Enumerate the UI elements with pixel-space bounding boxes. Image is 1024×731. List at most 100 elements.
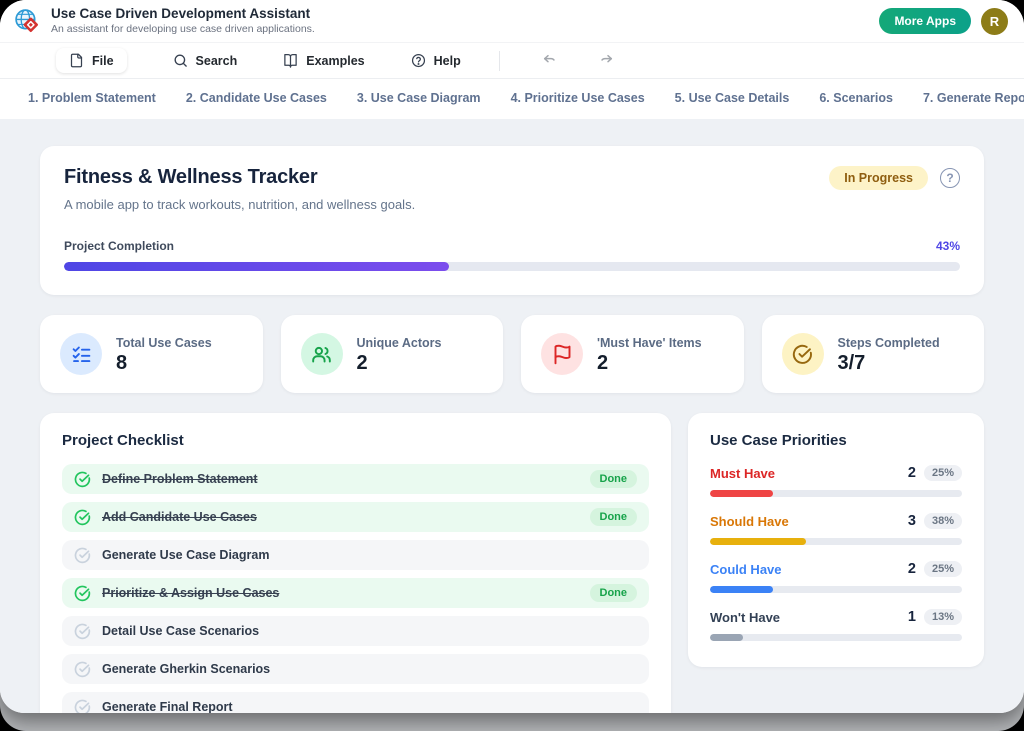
checklist-item-generate-gherkin-scenarios[interactable]: Generate Gherkin Scenarios <box>62 654 649 684</box>
priority-percent-badge: 25% <box>923 561 962 577</box>
stat-value: 2 <box>356 351 368 374</box>
priority-label: Could Have <box>710 561 782 577</box>
file-icon <box>70 53 83 68</box>
stat-steps-completed: Steps Completed 3/7 <box>761 315 984 393</box>
priority-bar-fill <box>710 490 773 497</box>
checklist-item-generate-use-case-diagram[interactable]: Generate Use Case Diagram <box>62 540 649 570</box>
app-title: Use Case Driven Development Assistant <box>51 6 311 21</box>
priority-count: 2 <box>907 561 916 577</box>
menu-search[interactable]: Search <box>173 48 238 73</box>
priority-wont-have: Won't Have 1 13% <box>710 609 962 641</box>
priority-bar <box>710 490 962 497</box>
priority-bar <box>710 634 962 641</box>
flag-icon <box>541 333 583 375</box>
redo-button[interactable] <box>594 49 618 73</box>
priority-label: Won't Have <box>710 609 781 625</box>
checklist-item-label: Define Problem Statement <box>102 472 258 486</box>
progress-percent: 43% <box>935 239 960 253</box>
check-circle-icon <box>74 699 91 713</box>
stat-label: Unique Actors <box>356 335 442 350</box>
menubar: File Search Examples Help <box>0 42 1024 79</box>
app-subtitle: An assistant for developing use case dri… <box>51 22 315 35</box>
done-badge: Done <box>589 508 637 526</box>
app-logo-icon <box>15 8 39 32</box>
priority-bar <box>710 586 962 593</box>
checklist-item-define-problem-statement[interactable]: Define Problem Statement Done <box>62 464 649 494</box>
priority-bar-fill <box>710 634 743 641</box>
stat-must-have-items: 'Must Have' Items 2 <box>521 315 744 393</box>
menu-file-label: File <box>92 53 114 68</box>
priority-percent-badge: 38% <box>923 513 962 529</box>
more-apps-button[interactable]: More Apps <box>879 8 971 34</box>
priority-could-have: Could Have 2 25% <box>710 561 962 593</box>
check-circle-icon <box>74 623 91 639</box>
stats-row: Total Use Cases 8 Unique Actors 2 <box>40 315 984 393</box>
checklist-item-label: Detail Use Case Scenarios <box>102 624 260 638</box>
stat-total-use-cases: Total Use Cases 8 <box>40 315 263 393</box>
priority-label: Should Have <box>710 513 789 529</box>
project-progress-bar <box>64 262 960 271</box>
menu-file[interactable]: File <box>56 48 127 73</box>
priority-count: 1 <box>907 609 916 625</box>
tab-generate-report[interactable]: 7. Generate Report <box>922 91 1024 105</box>
undo-icon <box>543 54 555 62</box>
priority-percent-badge: 13% <box>923 609 962 625</box>
checklist-item-label: Generate Gherkin Scenarios <box>102 662 271 676</box>
check-circle-icon <box>74 585 91 601</box>
project-progress-fill <box>64 262 450 271</box>
project-title: Fitness & Wellness Tracker <box>64 166 318 188</box>
book-icon <box>284 53 297 68</box>
tab-candidate-use-cases[interactable]: 2. Candidate Use Cases <box>185 91 327 105</box>
checklist-item-detail-use-case-scenarios[interactable]: Detail Use Case Scenarios <box>62 616 649 646</box>
tab-scenarios[interactable]: 6. Scenarios <box>819 91 893 105</box>
undo-button[interactable] <box>538 49 562 73</box>
list-checks-icon <box>60 333 102 375</box>
stat-value: 8 <box>116 351 128 374</box>
priority-bar <box>710 538 962 545</box>
redo-icon <box>600 54 612 62</box>
checklist-item-add-candidate-use-cases[interactable]: Add Candidate Use Cases Done <box>62 502 649 532</box>
priorities-title: Use Case Priorities <box>710 432 847 449</box>
menu-help[interactable]: Help <box>411 48 461 73</box>
done-badge: Done <box>589 470 637 488</box>
tab-prioritize-use-cases[interactable]: 4. Prioritize Use Cases <box>510 91 645 105</box>
project-description: A mobile app to track workouts, nutritio… <box>64 197 416 212</box>
stat-value: 2 <box>597 351 609 374</box>
use-case-priorities-panel: Use Case Priorities Must Have 2 25% <box>688 413 984 667</box>
checklist-item-generate-final-report[interactable]: Generate Final Report <box>62 692 649 713</box>
checklist-item-prioritize-assign-use-cases[interactable]: Prioritize & Assign Use Cases Done <box>62 578 649 608</box>
menu-examples-label: Examples <box>306 53 365 68</box>
avatar[interactable]: R <box>981 7 1008 35</box>
check-circle-icon <box>74 547 91 563</box>
check-circle-icon <box>74 509 91 525</box>
priority-label: Must Have <box>710 465 776 481</box>
status-badge: In Progress <box>829 166 928 190</box>
menubar-divider <box>498 50 500 71</box>
priority-count: 3 <box>907 513 916 529</box>
checklist-item-label: Generate Final Report <box>102 700 233 713</box>
tab-use-case-details[interactable]: 5. Use Case Details <box>674 91 790 105</box>
menu-examples[interactable]: Examples <box>283 48 365 73</box>
help-icon <box>411 53 425 68</box>
tab-use-case-diagram[interactable]: 3. Use Case Diagram <box>356 91 481 105</box>
checklist-item-label: Prioritize & Assign Use Cases <box>102 586 280 600</box>
app-header: Use Case Driven Development Assistant An… <box>0 0 1024 42</box>
checklist-item-label: Generate Use Case Diagram <box>102 548 270 562</box>
step-tabs: 1. Problem Statement 2. Candidate Use Ca… <box>0 79 1024 119</box>
checklist-title: Project Checklist <box>62 432 184 449</box>
tab-problem-statement[interactable]: 1. Problem Statement <box>28 91 156 105</box>
project-summary-card: Fitness & Wellness Tracker In Progress ?… <box>40 146 984 295</box>
done-badge: Done <box>589 584 637 602</box>
project-help-icon[interactable]: ? <box>940 168 960 188</box>
checklist-item-label: Add Candidate Use Cases <box>102 510 257 524</box>
priority-percent-badge: 25% <box>923 465 962 481</box>
menu-search-label: Search <box>195 53 238 68</box>
circle-check-icon <box>781 333 824 375</box>
priority-count: 2 <box>907 465 916 481</box>
check-circle-icon <box>74 471 91 487</box>
project-checklist-panel: Project Checklist Define Problem Stateme… <box>40 413 671 713</box>
check-circle-icon <box>74 661 91 677</box>
progress-label: Project Completion <box>64 239 175 253</box>
priority-must-have: Must Have 2 25% <box>710 465 962 497</box>
